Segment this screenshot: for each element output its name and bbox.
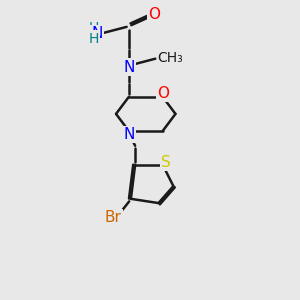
- Text: N: N: [123, 127, 134, 142]
- Text: H: H: [88, 32, 99, 46]
- Text: H: H: [88, 21, 99, 35]
- Text: O: O: [148, 7, 160, 22]
- Text: O: O: [157, 86, 169, 101]
- Text: S: S: [161, 155, 171, 170]
- Text: CH₃: CH₃: [158, 51, 183, 64]
- Text: N: N: [123, 60, 134, 75]
- Text: N: N: [91, 26, 103, 41]
- Text: Br: Br: [104, 210, 121, 225]
